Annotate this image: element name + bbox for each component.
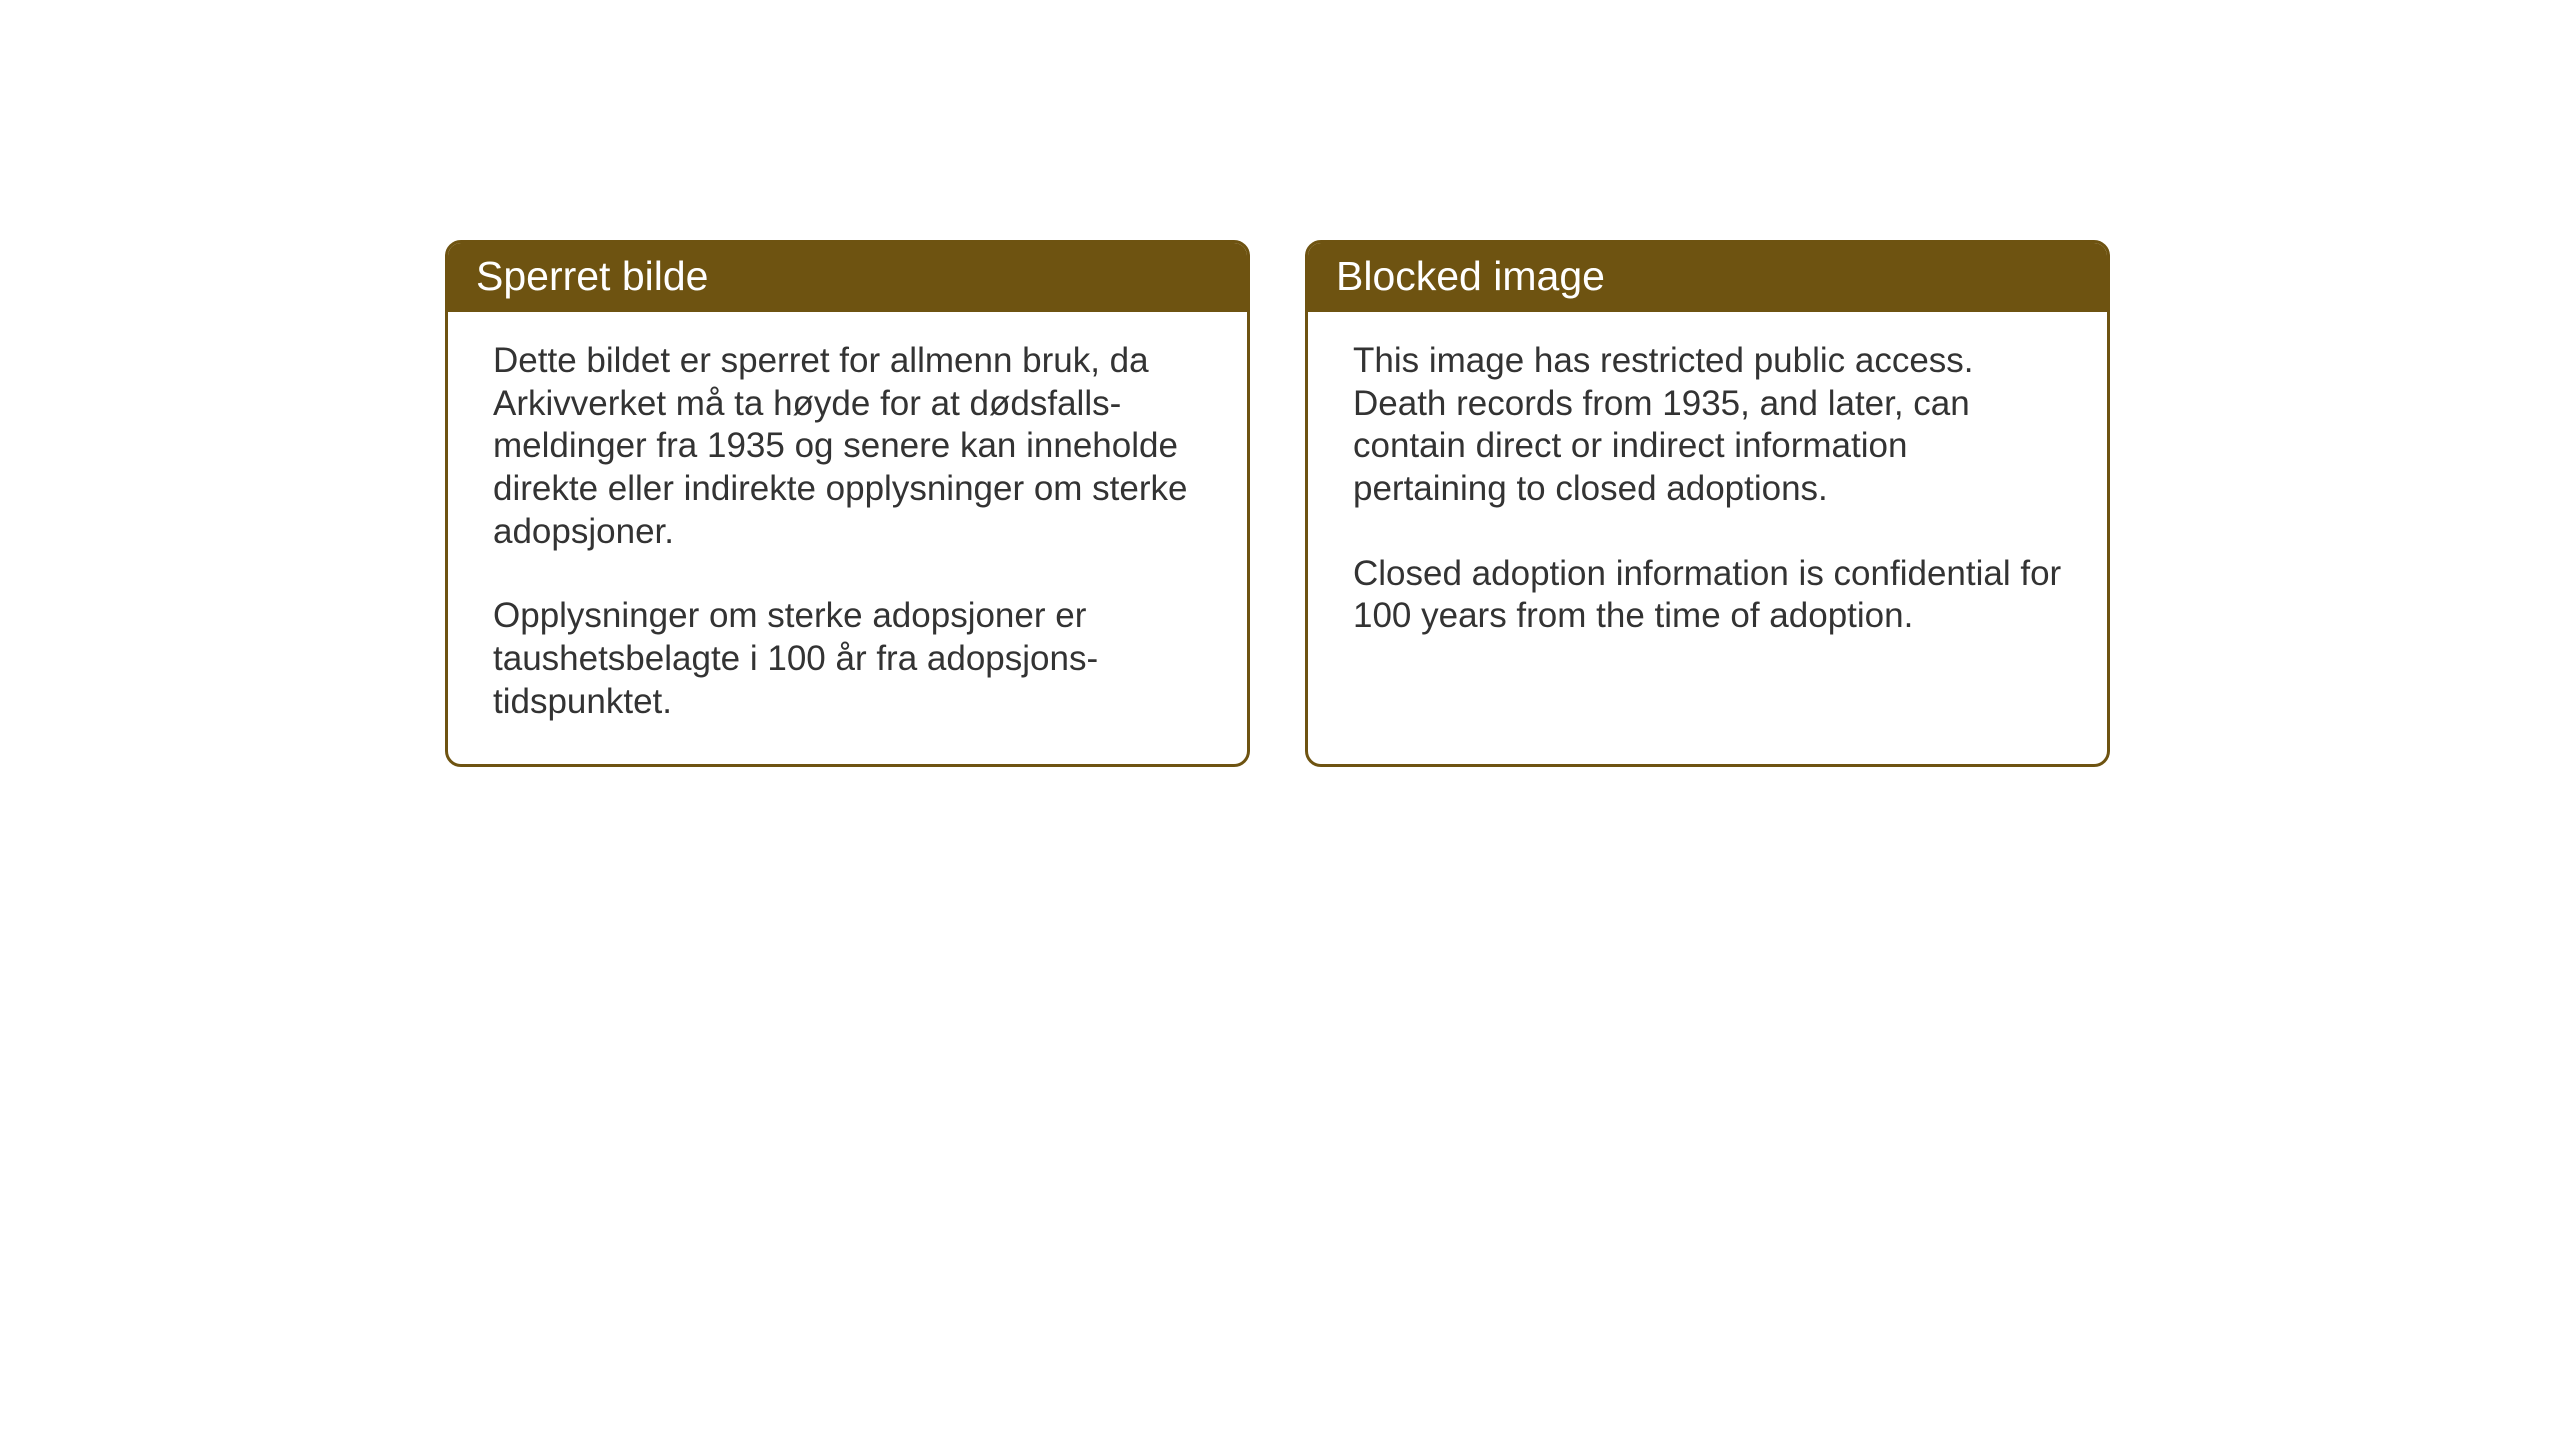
notice-card-english: Blocked image This image has restricted … (1305, 240, 2110, 767)
notice-card-norwegian: Sperret bilde Dette bildet er sperret fo… (445, 240, 1250, 767)
notice-title-english: Blocked image (1336, 253, 1605, 299)
notice-body-norwegian: Dette bildet er sperret for allmenn bruk… (448, 312, 1247, 764)
notice-header-norwegian: Sperret bilde (448, 243, 1247, 312)
notice-title-norwegian: Sperret bilde (476, 253, 708, 299)
notice-body-english: This image has restricted public access.… (1308, 312, 2107, 678)
notice-paragraph-1-norwegian: Dette bildet er sperret for allmenn bruk… (493, 340, 1202, 553)
notice-header-english: Blocked image (1308, 243, 2107, 312)
notice-paragraph-1-english: This image has restricted public access.… (1353, 340, 2062, 511)
notice-container: Sperret bilde Dette bildet er sperret fo… (445, 240, 2110, 767)
notice-paragraph-2-english: Closed adoption information is confident… (1353, 553, 2062, 638)
notice-paragraph-2-norwegian: Opplysninger om sterke adopsjoner er tau… (493, 595, 1202, 723)
